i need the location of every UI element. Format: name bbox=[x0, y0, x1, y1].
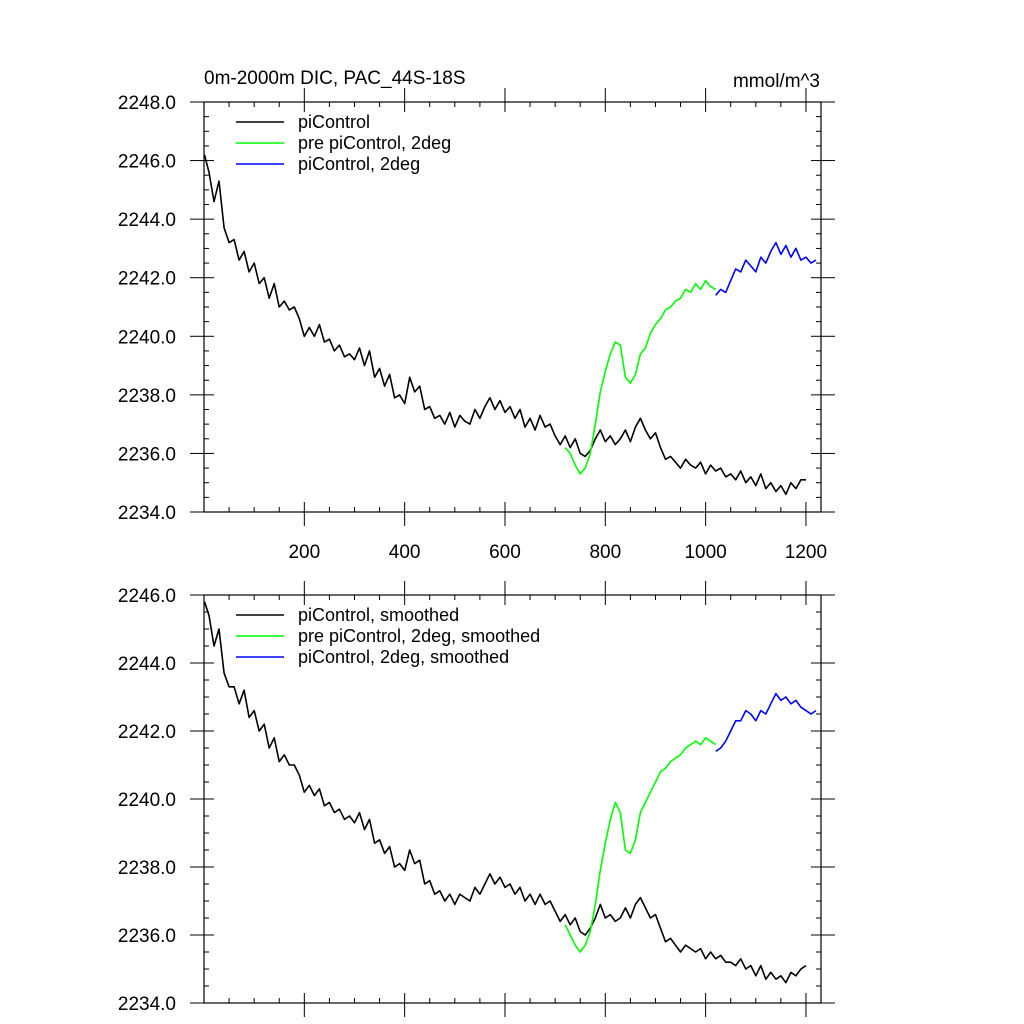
axis-ticks: 200 400 600 800 1000 1200 2234.0 2236.0 2238.0 22… bbox=[118, 88, 835, 563]
top-panel: 0m-2000m DIC, PAC_44S-18S mmol/m^3 200 40… bbox=[118, 68, 835, 563]
legend-label: pre piControl, 2deg, smoothed bbox=[298, 626, 540, 646]
y-tick-label: 2234.0 bbox=[118, 503, 176, 524]
series-line bbox=[564, 736, 717, 953]
y-tick-label: 2234.0 bbox=[118, 994, 176, 1015]
y-tick-label: 2238.0 bbox=[118, 858, 176, 879]
y-tick-label: 2242.0 bbox=[118, 722, 176, 743]
series-line bbox=[564, 279, 717, 475]
legend-label: piControl, 2deg, smoothed bbox=[298, 647, 509, 667]
series-lines bbox=[203, 154, 817, 496]
legend-label: pre piControl, 2deg bbox=[298, 133, 451, 153]
x-tick-label: 800 bbox=[589, 542, 621, 563]
units-label: mmol/m^3 bbox=[733, 71, 820, 92]
series-lines bbox=[203, 601, 817, 984]
bottom-panel: 2234.0 2236.0 2238.0 2240.0 2242.0 2244.0 2246… bbox=[118, 581, 835, 1017]
x-tick-label: 400 bbox=[389, 542, 421, 563]
y-tick-label: 2248.0 bbox=[118, 93, 176, 114]
y-tick-label: 2244.0 bbox=[118, 210, 176, 231]
y-tick-label: 2236.0 bbox=[118, 926, 176, 947]
series-line bbox=[203, 154, 806, 496]
series-line bbox=[715, 241, 817, 296]
panel-title: 0m-2000m DIC, PAC_44S-18S bbox=[204, 68, 466, 89]
series-line bbox=[203, 601, 807, 984]
y-tick-label: 2240.0 bbox=[118, 327, 176, 348]
plot-frame bbox=[203, 594, 822, 1004]
y-tick-label: 2240.0 bbox=[118, 790, 176, 811]
x-tick-label: 1000 bbox=[684, 542, 726, 563]
y-tick-label: 2236.0 bbox=[118, 444, 176, 465]
x-tick-label: 600 bbox=[489, 542, 521, 563]
series-line bbox=[715, 692, 817, 753]
y-tick-label: 2244.0 bbox=[118, 654, 176, 675]
y-tick-label: 2246.0 bbox=[118, 152, 176, 173]
y-tick-label: 2238.0 bbox=[118, 386, 176, 407]
plot-frame bbox=[203, 101, 822, 513]
legend-label: piControl, smoothed bbox=[298, 605, 459, 625]
x-tick-label: 200 bbox=[288, 542, 320, 563]
y-tick-label: 2242.0 bbox=[118, 269, 176, 290]
legend-label: piControl, 2deg bbox=[298, 154, 420, 174]
y-tick-label: 2246.0 bbox=[118, 586, 176, 607]
x-tick-label: 1200 bbox=[785, 542, 827, 563]
axis-ticks: 2234.0 2236.0 2238.0 2240.0 2242.0 2244.0 2246… bbox=[118, 581, 835, 1017]
legend-label: piControl bbox=[298, 112, 370, 132]
